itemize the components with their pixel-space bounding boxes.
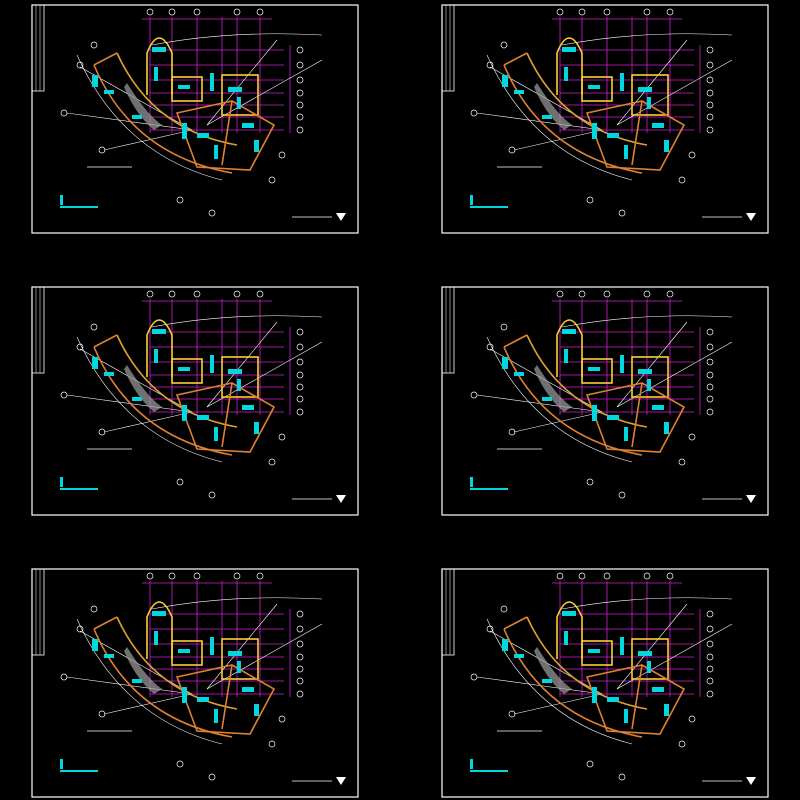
drawing-set bbox=[31, 4, 769, 798]
page: (() => { const data = JSON.parse(documen… bbox=[31, 4, 769, 798]
